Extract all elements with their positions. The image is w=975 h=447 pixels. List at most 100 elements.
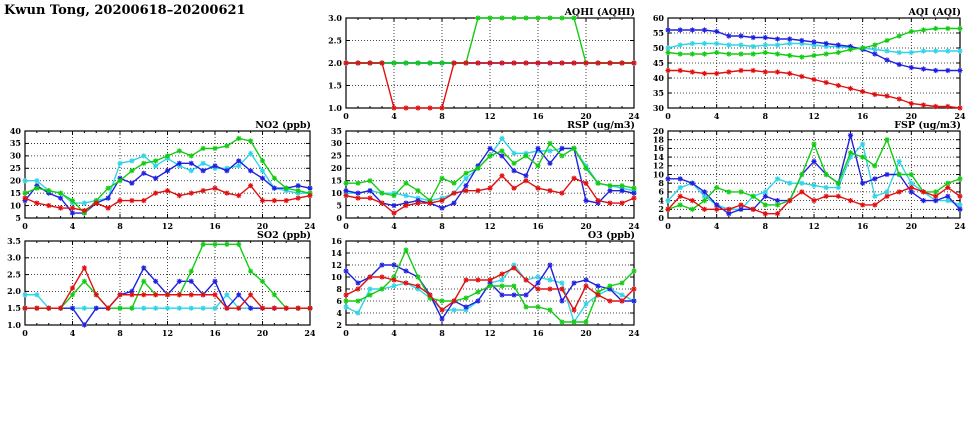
svg-text:20: 20 [331, 163, 343, 173]
svg-text:24: 24 [954, 221, 966, 231]
svg-text:16: 16 [209, 221, 221, 231]
svg-text:15: 15 [331, 176, 342, 186]
svg-text:0: 0 [343, 111, 349, 121]
svg-text:5: 5 [336, 200, 342, 210]
svg-text:2.5: 2.5 [7, 269, 21, 279]
svg-text:30: 30 [10, 151, 22, 161]
chart-fsp: 0 2 4 6 8 10 12 14 16 18 20 0 4 8 12 16 20 24 FSP (ug/m3) [640, 117, 974, 231]
svg-text:16: 16 [532, 328, 544, 338]
svg-text:4: 4 [70, 221, 76, 231]
svg-text:20: 20 [906, 221, 918, 231]
svg-text:40: 40 [10, 126, 22, 136]
svg-text:5: 5 [15, 213, 21, 223]
svg-text:4: 4 [391, 111, 397, 121]
svg-text:25: 25 [331, 151, 342, 161]
svg-text:30: 30 [653, 103, 665, 113]
svg-text:0: 0 [665, 111, 671, 121]
svg-text:1.0: 1.0 [328, 103, 342, 113]
svg-text:2: 2 [336, 320, 342, 330]
svg-text:10: 10 [653, 169, 665, 179]
svg-text:8: 8 [117, 221, 123, 231]
svg-text:12: 12 [653, 161, 664, 171]
svg-text:10: 10 [331, 188, 343, 198]
svg-text:8: 8 [439, 328, 445, 338]
svg-text:1.5: 1.5 [328, 80, 342, 90]
svg-text:8: 8 [117, 328, 123, 338]
svg-text:8: 8 [336, 284, 342, 294]
svg-text:16: 16 [857, 111, 869, 121]
svg-text:AQHI (AQHI): AQHI (AQHI) [564, 7, 635, 18]
svg-text:16: 16 [532, 111, 544, 121]
svg-text:14: 14 [653, 152, 665, 162]
svg-text:12: 12 [484, 111, 495, 121]
svg-text:0: 0 [22, 221, 28, 231]
svg-text:2.0: 2.0 [328, 58, 342, 68]
svg-text:2.5: 2.5 [328, 35, 342, 45]
rsp-plot: 0 5 10 15 20 25 30 35 0 4 8 12 16 20 24 RSP (ug/m3) [331, 120, 640, 231]
svg-text:12: 12 [162, 328, 173, 338]
svg-text:12: 12 [162, 221, 173, 231]
svg-text:60: 60 [653, 13, 665, 23]
svg-text:0: 0 [658, 213, 664, 223]
svg-text:40: 40 [653, 73, 665, 83]
svg-text:4: 4 [391, 221, 397, 231]
svg-text:4: 4 [714, 221, 720, 231]
svg-text:12: 12 [331, 260, 342, 270]
svg-text:10: 10 [10, 200, 22, 210]
svg-text:25: 25 [10, 163, 21, 173]
svg-text:NO2 (ppb): NO2 (ppb) [255, 120, 311, 131]
chart-aqi: 30 35 40 45 50 55 60 0 4 8 12 16 20 24 AQI (AQI) [640, 6, 974, 128]
svg-text:20: 20 [580, 111, 592, 121]
svg-text:35: 35 [10, 138, 21, 148]
svg-text:24: 24 [628, 111, 640, 121]
svg-text:2: 2 [658, 204, 664, 214]
svg-text:6: 6 [336, 296, 342, 306]
svg-text:2.0: 2.0 [7, 286, 21, 296]
svg-text:4: 4 [658, 195, 664, 205]
svg-text:0: 0 [343, 328, 349, 338]
svg-text:20: 20 [580, 328, 592, 338]
svg-text:24: 24 [304, 221, 315, 231]
svg-text:20: 20 [257, 328, 269, 338]
chart-so2: 1.0 1.5 2.0 2.5 3.0 3.5 0 4 8 12 16 20 24 SO2 (ppb) [0, 227, 315, 339]
svg-text:RSP (ug/m3): RSP (ug/m3) [567, 120, 635, 131]
svg-text:24: 24 [628, 328, 640, 338]
so2-plot: 1.0 1.5 2.0 2.5 3.0 3.5 0 4 8 12 16 20 24 SO2 (ppb) [7, 230, 315, 338]
svg-text:50: 50 [653, 43, 665, 53]
svg-text:3.0: 3.0 [328, 13, 342, 23]
svg-text:16: 16 [532, 221, 544, 231]
svg-text:1.5: 1.5 [7, 303, 21, 313]
svg-text:24: 24 [304, 328, 315, 338]
svg-text:0: 0 [22, 328, 28, 338]
no2-plot: 5 10 15 20 25 30 35 40 0 4 8 12 16 20 24 NO2 (ppb) [10, 120, 315, 231]
svg-text:8: 8 [763, 221, 769, 231]
svg-text:20: 20 [257, 221, 269, 231]
chart-no2: 5 10 15 20 25 30 35 40 0 4 8 12 16 20 24 NO2 (ppb) [0, 117, 315, 231]
svg-text:0: 0 [343, 221, 349, 231]
svg-text:12: 12 [808, 221, 819, 231]
svg-text:16: 16 [857, 221, 869, 231]
svg-text:35: 35 [331, 126, 342, 136]
svg-text:20: 20 [10, 176, 22, 186]
svg-text:15: 15 [10, 188, 21, 198]
svg-text:12: 12 [484, 328, 495, 338]
svg-text:24: 24 [954, 111, 966, 121]
svg-text:20: 20 [906, 111, 918, 121]
svg-text:45: 45 [653, 58, 664, 68]
svg-text:6: 6 [658, 187, 664, 197]
svg-text:3.0: 3.0 [7, 253, 21, 263]
svg-text:55: 55 [653, 28, 664, 38]
chart-aqhi: 1.0 1.5 2.0 2.5 3.0 0 4 8 12 16 20 24 AQHI (AQHI) [318, 6, 644, 128]
svg-text:SO2 (ppb): SO2 (ppb) [257, 230, 311, 241]
svg-text:8: 8 [658, 178, 664, 188]
chart-rsp: 0 5 10 15 20 25 30 35 0 4 8 12 16 20 24 RSP (ug/m3) [318, 117, 644, 231]
svg-text:20: 20 [653, 126, 665, 136]
aqhi-plot: 1.0 1.5 2.0 2.5 3.0 0 4 8 12 16 20 24 AQHI (AQHI) [328, 7, 640, 121]
svg-text:4: 4 [391, 328, 397, 338]
svg-text:24: 24 [628, 221, 640, 231]
svg-text:8: 8 [763, 111, 769, 121]
page-title: Kwun Tong, 20200618–20200621 [4, 3, 246, 18]
